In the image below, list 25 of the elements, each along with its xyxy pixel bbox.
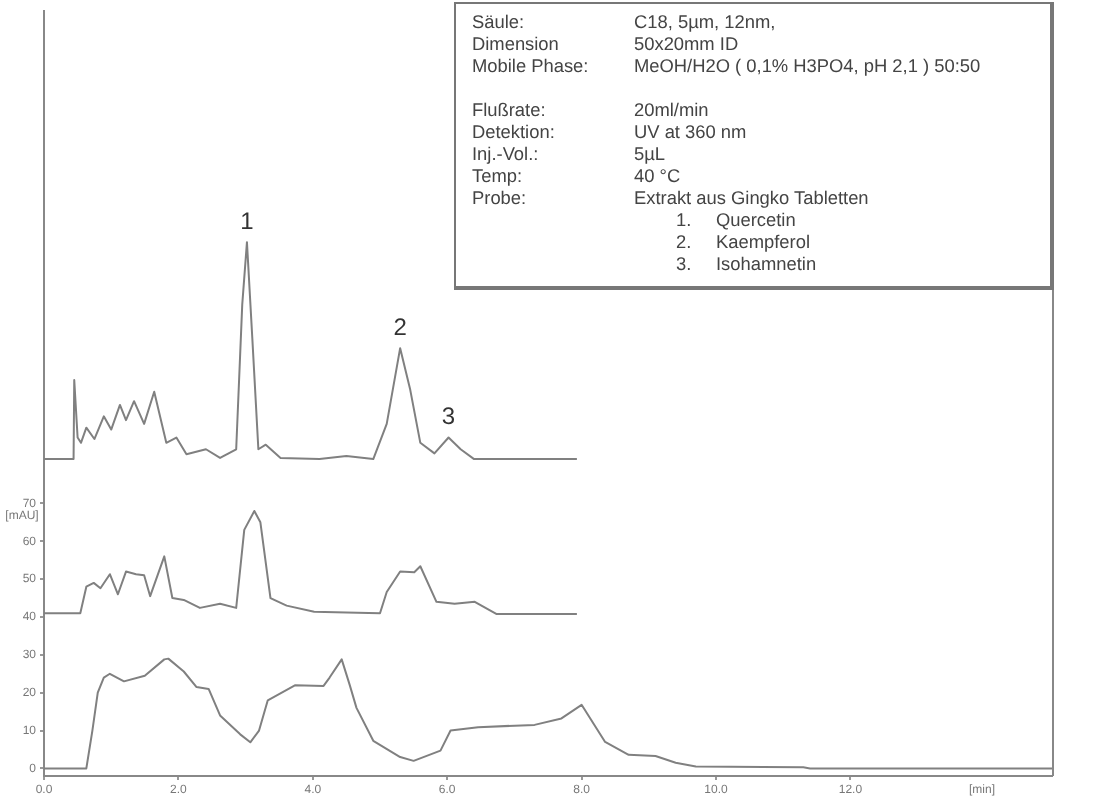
annotation: 20ml/min <box>634 100 709 122</box>
annotation: Dimension <box>472 34 559 56</box>
annotation: 2. <box>676 232 692 254</box>
annotation: Extrakt aus Gingko Tabletten <box>634 188 869 210</box>
annotation: Mobile Phase: <box>472 56 589 78</box>
annotation: Flußrate: <box>472 100 546 122</box>
annotation: Inj.-Vol.: <box>472 144 539 166</box>
annotation: Quercetin <box>716 210 796 232</box>
annotation: 3. <box>676 254 692 276</box>
annotation: 50x20mm ID <box>634 34 739 56</box>
annotation: Kaempferol <box>716 232 810 254</box>
annotation: C18, 5µm, 12nm, <box>634 12 776 34</box>
annotation: Detektion: <box>472 122 555 144</box>
annotation: MeOH/H2O ( 0,1% H3PO4, pH 2,1 ) 50:50 <box>634 56 981 78</box>
annotation: 3 <box>441 402 456 431</box>
annotation: 1 <box>240 206 255 235</box>
annotation: 5µL <box>634 144 666 166</box>
annotation: Isohamnetin <box>716 254 817 276</box>
annotation: Säule: <box>472 12 525 34</box>
annotation: 40 °C <box>634 166 681 188</box>
annotation: UV at 360 nm <box>634 122 747 144</box>
annotation: Probe: <box>472 188 527 210</box>
annotation: 1. <box>676 210 692 232</box>
annotation: Temp: <box>472 166 523 188</box>
annotation: 2 <box>393 312 408 341</box>
